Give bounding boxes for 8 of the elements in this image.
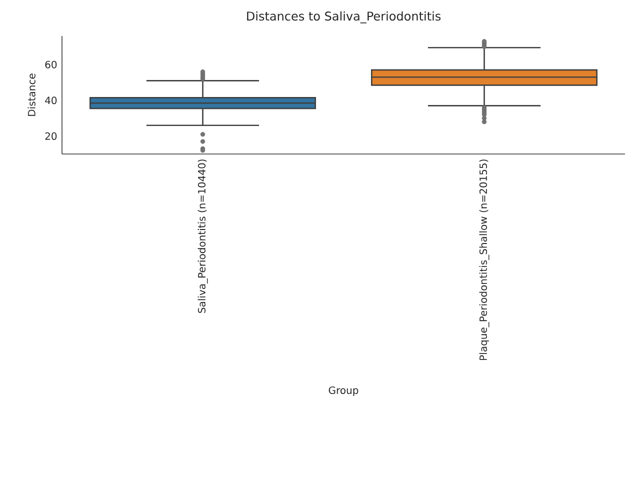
y-axis-title: Distance bbox=[28, 74, 36, 116]
x-tick-label: Plaque_Periodontitis_Shallow (n=20155) bbox=[479, 160, 490, 360]
y-tick-label: 20 bbox=[45, 132, 57, 140]
x-axis-title: Group bbox=[328, 386, 358, 396]
chart-title: Distances to Saliva_Periodontitis bbox=[247, 11, 441, 24]
x-tick-label: Saliva_Periodontitis (n=10440) bbox=[198, 160, 208, 313]
y-tick-label: 60 bbox=[45, 60, 57, 68]
y-tick-label: 40 bbox=[45, 96, 57, 104]
